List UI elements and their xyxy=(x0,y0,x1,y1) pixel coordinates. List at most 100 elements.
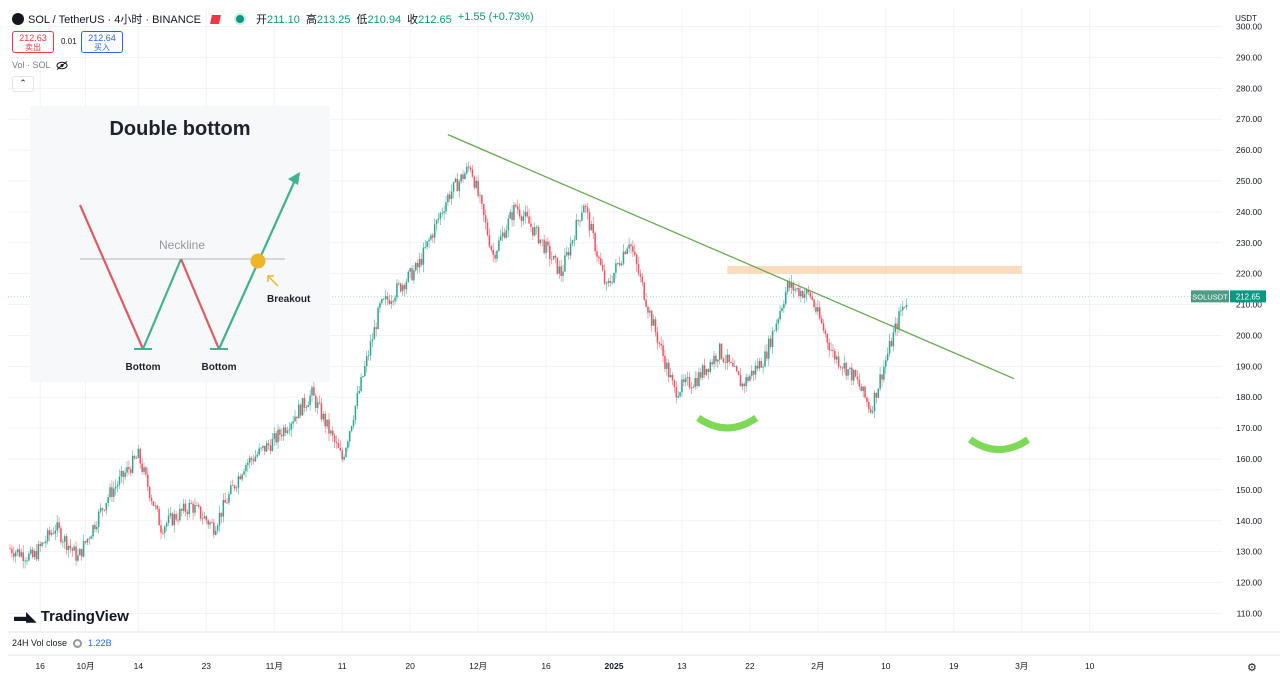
flag-icon[interactable] xyxy=(210,14,221,24)
candle-body xyxy=(309,395,311,406)
candle-body xyxy=(82,541,85,557)
candle-body xyxy=(583,205,585,213)
candle-body xyxy=(35,551,38,560)
candle-body xyxy=(416,262,419,268)
candle-body xyxy=(599,258,602,265)
candle-body xyxy=(33,551,36,558)
candle-body xyxy=(247,462,249,465)
candle-body xyxy=(335,441,338,443)
candle-body xyxy=(148,486,151,498)
candle-body xyxy=(18,549,21,557)
candle-body xyxy=(790,282,793,288)
candle-body xyxy=(764,351,766,367)
candle-body xyxy=(352,419,355,427)
candle-body xyxy=(626,248,629,254)
candle-body xyxy=(362,376,364,377)
candle-body xyxy=(175,514,177,520)
neckline-label: Neckline xyxy=(159,238,205,252)
low-label: 低 xyxy=(356,14,368,26)
candle-body xyxy=(545,241,547,253)
candle-body xyxy=(796,288,798,290)
time-tick-label: 11 xyxy=(338,661,347,671)
candle-body xyxy=(190,502,192,504)
candle-body xyxy=(45,541,47,544)
collapse-legend-button[interactable]: ⌃ xyxy=(12,76,34,92)
candle-body xyxy=(254,456,257,462)
candle-body xyxy=(171,513,174,526)
candle-body xyxy=(226,502,228,504)
candle-body xyxy=(698,372,700,387)
candle-body xyxy=(258,448,260,455)
candle-body xyxy=(658,342,661,344)
candle-body xyxy=(524,211,527,217)
price-tick-label: 120.00 xyxy=(1236,578,1262,588)
symbol-title[interactable]: SOL / TetherUS · 4小时 · BINANCE xyxy=(28,14,201,26)
candle-body xyxy=(75,546,77,561)
time-tick-label: 23 xyxy=(202,661,212,671)
price-tick-label: 290.00 xyxy=(1236,52,1262,62)
candle-body xyxy=(707,368,710,372)
candle-body xyxy=(73,546,75,551)
candle-body xyxy=(103,509,106,511)
candle-body xyxy=(616,263,619,264)
candle-body xyxy=(347,441,349,448)
candle-body xyxy=(237,476,240,488)
symbol-tag-bg xyxy=(1191,290,1229,303)
currency-selector[interactable]: USDT xyxy=(1235,14,1257,23)
candle-body xyxy=(630,244,632,247)
candle-body xyxy=(113,488,115,497)
candle-body xyxy=(798,288,800,297)
candle-body xyxy=(767,338,770,359)
volume-indicator-legend[interactable]: Vol · SOL xyxy=(12,60,68,70)
candle-body xyxy=(211,522,213,524)
candle-body xyxy=(233,485,236,489)
candle-body xyxy=(426,241,428,247)
candle-body xyxy=(432,235,434,238)
candle-body xyxy=(552,255,555,260)
candle-body xyxy=(448,194,451,199)
candle-body xyxy=(469,167,472,170)
candle-body xyxy=(443,211,445,213)
candle-body xyxy=(515,204,517,207)
candle-body xyxy=(271,438,274,452)
candle-body xyxy=(575,220,578,240)
candle-body xyxy=(622,251,625,264)
candle-body xyxy=(228,494,230,503)
candle-body xyxy=(800,291,802,297)
eye-icon[interactable] xyxy=(56,60,68,70)
sell-button[interactable]: 212.63 卖出 xyxy=(12,31,54,53)
candle-body xyxy=(350,426,353,432)
candle-body xyxy=(56,522,58,531)
candle-body xyxy=(550,258,553,260)
candle-body xyxy=(809,292,812,297)
candle-body xyxy=(556,257,559,274)
candle-body xyxy=(656,332,659,343)
candle-body xyxy=(281,434,283,437)
candle-body xyxy=(818,307,821,319)
candle-body xyxy=(779,310,781,320)
candle-body xyxy=(834,350,836,360)
gear-icon[interactable]: ⚙ xyxy=(1247,662,1257,674)
time-tick-label: 2月 xyxy=(811,661,824,671)
candle-body xyxy=(903,306,906,308)
candle-body xyxy=(711,362,713,365)
candle-body xyxy=(686,377,689,379)
low-value: 210.94 xyxy=(367,14,402,26)
candle-body xyxy=(558,266,561,274)
price-tick-label: 300.00 xyxy=(1236,22,1262,32)
candle-body xyxy=(330,430,332,434)
candle-body xyxy=(662,345,664,356)
tradingview-logo[interactable]: ▬◣ TradingView xyxy=(14,608,129,625)
candle-body xyxy=(498,240,500,251)
candle-body xyxy=(679,392,681,397)
candle-body xyxy=(856,376,859,380)
candle-body xyxy=(326,419,328,427)
candle-body xyxy=(139,448,142,464)
candle-body xyxy=(873,392,876,412)
candle-body xyxy=(318,402,321,404)
buy-button[interactable]: 212.64 买入 xyxy=(81,31,123,53)
price-tick-label: 150.00 xyxy=(1236,485,1262,495)
candle-body xyxy=(813,299,815,307)
candle-body xyxy=(465,166,468,174)
candle-body xyxy=(752,370,755,375)
